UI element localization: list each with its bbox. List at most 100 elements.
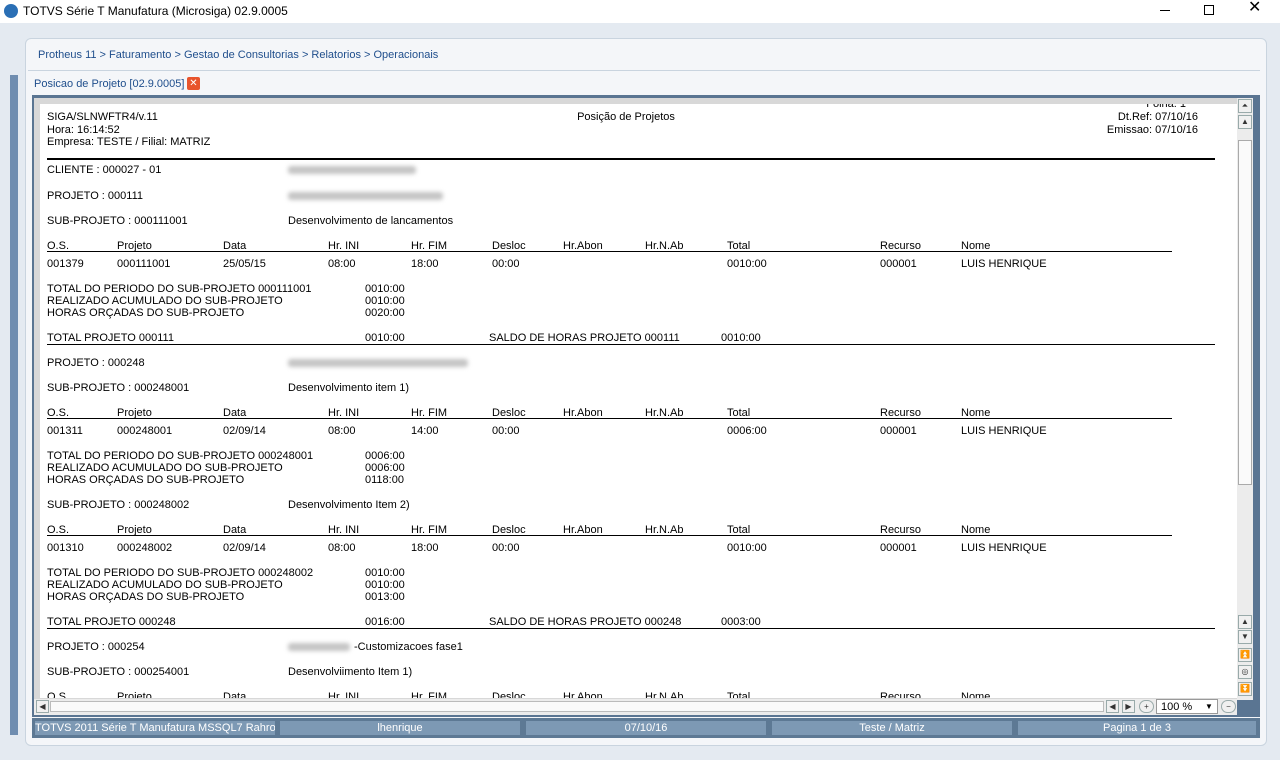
status-cell: TOTVS 2011 Série T Manufatura MSSQL7 Rah… bbox=[34, 720, 276, 736]
report-header-right: Emissao: 07/10/16 bbox=[1106, 124, 1198, 136]
row-cell: 001310 bbox=[47, 542, 84, 554]
column-header: Hr.Abon bbox=[563, 240, 603, 252]
subprojeto-desc: Desenvolvimento de lancamentos bbox=[288, 215, 454, 227]
row-cell: 02/09/14 bbox=[223, 542, 266, 554]
column-header: Hr. FIM bbox=[411, 240, 448, 252]
row-cell: 001379 bbox=[47, 258, 84, 270]
column-header: Projeto bbox=[117, 407, 152, 419]
header-rule bbox=[47, 158, 1215, 160]
page-up[interactable]: ⏫ bbox=[1238, 648, 1252, 662]
column-header: Recurso bbox=[880, 240, 921, 252]
row-cell: LUIS HENRIQUE bbox=[961, 258, 1047, 270]
subprojeto-label: SUB-PROJETO : 000111001 bbox=[47, 215, 188, 227]
column-header: Data bbox=[223, 407, 247, 419]
column-header: Hr.N.Ab bbox=[645, 240, 684, 252]
total-value: 0010:00 bbox=[365, 283, 405, 295]
scroll-top[interactable]: ⏶ bbox=[1238, 99, 1252, 113]
left-sidebar-toggle[interactable] bbox=[10, 75, 18, 735]
report-header-left: Empresa: TESTE / Filial: MATRIZ bbox=[47, 136, 211, 148]
column-header: Hr.N.Ab bbox=[645, 524, 684, 536]
subprojeto-label: SUB-PROJETO : 000248002 bbox=[47, 499, 190, 511]
minimize-button[interactable] bbox=[1160, 10, 1170, 11]
row-cell: 00:00 bbox=[492, 258, 520, 270]
column-header: O.S. bbox=[47, 524, 70, 536]
row-cell: 0006:00 bbox=[727, 425, 767, 437]
report-page: Folha: 1 SIGA/SLNWFTR4/v.11 Hora: 16:14:52… bbox=[40, 104, 1237, 698]
restore-button[interactable] bbox=[1204, 5, 1214, 15]
column-header: Recurso bbox=[880, 524, 921, 536]
status-cell: 07/10/16 bbox=[525, 720, 767, 736]
row-cell: 000001 bbox=[880, 425, 917, 437]
projeto-desc: -Customizacoes fase1 bbox=[354, 641, 463, 653]
zoom-out[interactable]: − bbox=[1221, 700, 1236, 713]
page-reset[interactable]: ◎ bbox=[1238, 665, 1252, 679]
tab-close[interactable]: ✕ bbox=[187, 77, 200, 90]
total-value: 0013:00 bbox=[365, 591, 405, 603]
column-header: Nome bbox=[961, 691, 991, 698]
zoom-select[interactable]: 100 % ▼ bbox=[1156, 699, 1218, 714]
scroll-down[interactable]: ▼ bbox=[1238, 630, 1252, 644]
row-cell: 02/09/14 bbox=[223, 425, 266, 437]
scroll-left-2[interactable]: ◀ bbox=[1106, 700, 1119, 713]
row-cell: 000001 bbox=[880, 258, 917, 270]
projeto-label: PROJETO : 000254 bbox=[47, 641, 145, 653]
column-header: Total bbox=[727, 240, 751, 252]
projeto-rule bbox=[47, 628, 1215, 629]
projeto-total: SALDO DE HORAS PROJETO 000111 bbox=[489, 332, 680, 344]
row-cell: 001311 bbox=[47, 425, 83, 437]
subprojeto-label: SUB-PROJETO : 000254001 bbox=[47, 666, 190, 678]
total-label: TOTAL DO PERIODO DO SUB-PROJETO 00024800… bbox=[47, 567, 314, 579]
column-header: Projeto bbox=[117, 524, 152, 536]
zoom-in[interactable]: + bbox=[1139, 700, 1154, 713]
h-scroll-thumb[interactable] bbox=[50, 701, 1104, 712]
row-cell: 14:00 bbox=[411, 425, 439, 437]
title-bar: TOTVS Série T Manufatura (Microsiga) 02.… bbox=[0, 0, 1280, 23]
redacted-text bbox=[288, 192, 443, 200]
projeto-label: PROJETO : 000248 bbox=[47, 357, 145, 369]
column-header: Desloc bbox=[492, 407, 526, 419]
window-title: TOTVS Série T Manufatura (Microsiga) 02.… bbox=[23, 4, 288, 18]
column-header: Nome bbox=[961, 240, 991, 252]
projeto-rule bbox=[47, 344, 1215, 345]
column-header: Hr. FIM bbox=[411, 691, 448, 698]
column-rule bbox=[47, 535, 1172, 536]
row-cell: 08:00 bbox=[328, 542, 356, 554]
row-cell: LUIS HENRIQUE bbox=[961, 425, 1047, 437]
total-label: REALIZADO ACUMULADO DO SUB-PROJETO bbox=[47, 579, 283, 591]
projeto-total: TOTAL PROJETO 000248 bbox=[47, 616, 176, 628]
column-header: Data bbox=[223, 524, 247, 536]
subprojeto-label: SUB-PROJETO : 000248001 bbox=[47, 382, 190, 394]
breadcrumb[interactable]: Protheus 11 > Faturamento > Gestao de Co… bbox=[38, 49, 439, 61]
subprojeto-desc: Desenvolvimento Item 2) bbox=[288, 499, 410, 511]
scroll-up[interactable]: ▲ bbox=[1238, 115, 1252, 129]
column-header: Hr.Abon bbox=[563, 524, 603, 536]
row-cell: 08:00 bbox=[328, 425, 356, 437]
row-cell: 18:00 bbox=[411, 542, 439, 554]
redacted-text bbox=[288, 359, 468, 367]
total-value: 0010:00 bbox=[365, 579, 405, 591]
row-cell: 0010:00 bbox=[727, 258, 767, 270]
total-label: HORAS ORÇADAS DO SUB-PROJETO bbox=[47, 307, 245, 319]
report-header-right: Dt.Ref: 07/10/16 bbox=[1117, 111, 1198, 123]
scroll-thumb[interactable] bbox=[1238, 140, 1252, 485]
row-cell: 00:00 bbox=[492, 542, 520, 554]
scroll-left[interactable]: ◀ bbox=[36, 700, 49, 713]
projeto-total: 0003:00 bbox=[721, 616, 761, 628]
page-down[interactable]: ⏬ bbox=[1238, 682, 1252, 696]
scroll-up-small[interactable]: ▲ bbox=[1238, 615, 1252, 629]
column-rule bbox=[47, 418, 1172, 419]
scroll-right[interactable]: ▶ bbox=[1122, 700, 1135, 713]
column-header: Hr. FIM bbox=[411, 407, 448, 419]
close-button[interactable]: ✕ bbox=[1248, 0, 1262, 16]
column-header: Data bbox=[223, 240, 247, 252]
report-header-left: Hora: 16:14:52 bbox=[47, 123, 120, 136]
row-cell: 000248001 bbox=[117, 425, 173, 437]
page-number: Folha: 1 bbox=[1146, 104, 1186, 110]
tab-label[interactable]: Posicao de Projeto [02.9.0005] bbox=[34, 78, 185, 90]
row-cell: 18:00 bbox=[411, 258, 439, 270]
total-value: 0006:00 bbox=[365, 450, 405, 462]
row-cell: LUIS HENRIQUE bbox=[961, 542, 1047, 554]
total-value: 0010:00 bbox=[365, 567, 405, 579]
column-header: Hr.N.Ab bbox=[645, 407, 684, 419]
